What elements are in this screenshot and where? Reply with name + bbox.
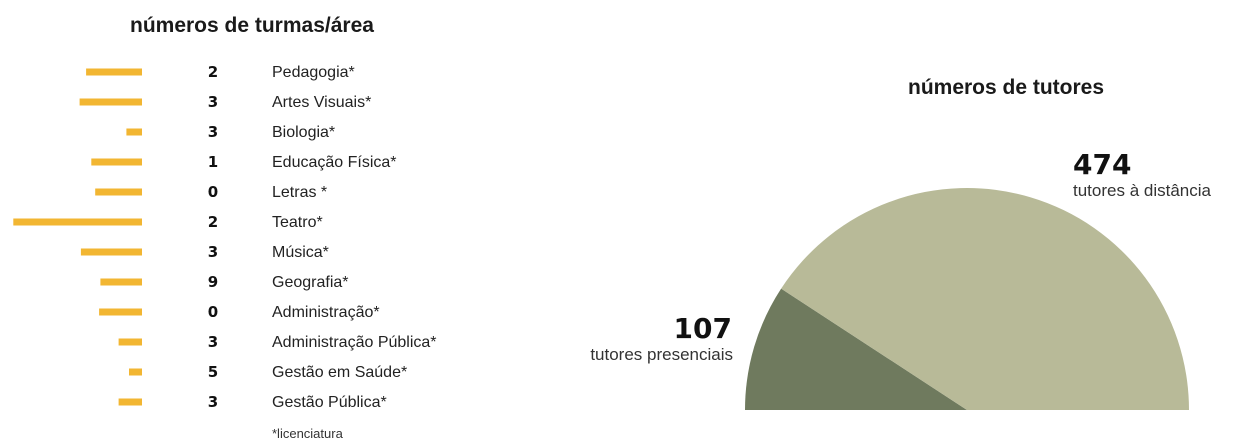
bar-2 xyxy=(79,98,142,106)
category-label: Letras * xyxy=(272,184,327,201)
category-label: Geografia* xyxy=(272,274,349,291)
count-label: 9 xyxy=(208,273,218,291)
bar-6 xyxy=(13,218,142,226)
bar-chart-title: números de turmas/área xyxy=(130,14,374,37)
category-label: Administração Pública* xyxy=(272,334,437,351)
count-label: 3 xyxy=(208,333,218,351)
bar-4 xyxy=(91,158,142,166)
pie-slice-2 xyxy=(781,187,1189,410)
count-label: 5 xyxy=(208,363,218,381)
count-label: 3 xyxy=(208,123,218,141)
count-label: 0 xyxy=(208,183,218,201)
bar-chart: 2 Pedagogia* 3 Artes Visuais* 3 Biologia* 1 Edu… xyxy=(13,63,437,411)
bar-1 xyxy=(86,68,142,76)
bar-5 xyxy=(95,188,142,196)
bar-10 xyxy=(118,338,142,346)
category-label: Biologia* xyxy=(272,124,335,141)
category-label: Administração* xyxy=(272,304,380,321)
category-label: Educação Física* xyxy=(272,154,397,171)
category-label: Pedagogia* xyxy=(272,64,355,81)
distancia-label: tutores à distância xyxy=(1073,181,1212,200)
count-label: 2 xyxy=(208,63,218,81)
count-label: 3 xyxy=(208,393,218,411)
bar-7 xyxy=(80,248,142,256)
pie-slice-1 xyxy=(745,288,967,410)
pie-chart-title: números de tutores xyxy=(908,76,1105,99)
count-label: 3 xyxy=(208,93,218,111)
presencial-label: tutores presenciais xyxy=(590,345,733,364)
category-label: Música* xyxy=(272,244,329,261)
distancia-value: 474 xyxy=(1073,148,1131,181)
bar-12 xyxy=(118,398,142,406)
footnote: *licenciatura xyxy=(272,426,343,441)
bar-3 xyxy=(126,128,142,136)
category-label: Gestão em Saúde* xyxy=(272,364,407,381)
count-label: 3 xyxy=(208,243,218,261)
bar-9 xyxy=(99,308,142,316)
count-label: 0 xyxy=(208,303,218,321)
bar-11 xyxy=(129,368,142,376)
category-label: Gestão Pública* xyxy=(272,394,387,411)
presencial-value: 107 xyxy=(674,312,732,345)
category-label: Artes Visuais* xyxy=(272,94,371,111)
category-label: Teatro* xyxy=(272,214,323,231)
bar-8 xyxy=(100,278,142,286)
count-label: 2 xyxy=(208,213,218,231)
count-label: 1 xyxy=(208,153,218,171)
